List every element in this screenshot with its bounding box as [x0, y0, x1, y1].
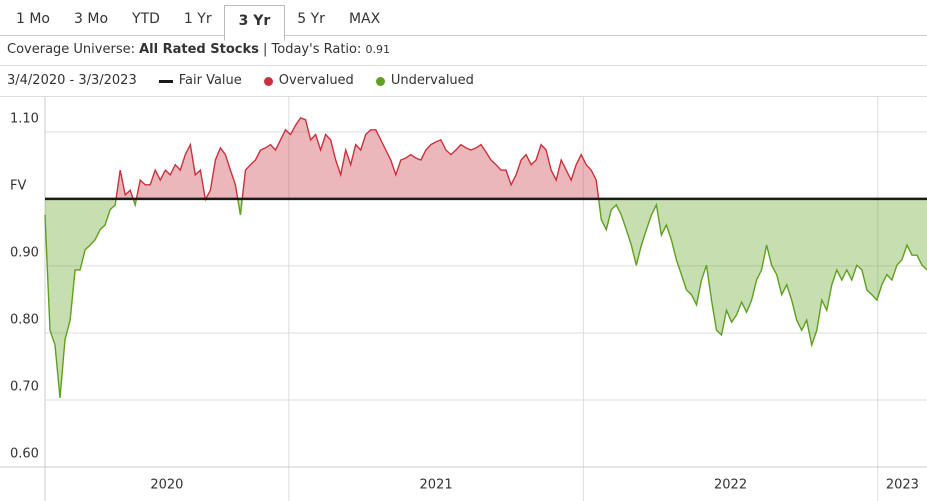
range-tab[interactable]: 1 Mo	[16, 11, 51, 27]
legend-marker	[375, 76, 385, 86]
x-tick-label: 2022	[714, 478, 747, 493]
x-tick-label: 2023	[886, 478, 919, 493]
date-range: 3/4/2020 - 3/3/2023	[7, 73, 137, 88]
universe: All Rated Stocks	[139, 42, 259, 57]
range-tab[interactable]: MAX	[348, 11, 381, 27]
range-tab[interactable]: 3 Yr	[223, 5, 286, 41]
legend-row: 3/4/2020 - 3/3/2023 Fair Value Overvalued…	[0, 66, 927, 97]
y-tick-label: 1.10	[10, 111, 39, 126]
range-tabs: 1 Mo 3 Mo YTD 1 Yr 3 Yr 5 Yr MAX	[0, 0, 927, 41]
info-bar: Coverage Universe: All Rated Stocks | To…	[0, 36, 927, 66]
legend-item: Fair Value	[158, 66, 242, 96]
x-tick-label: 2020	[150, 478, 183, 493]
ratio-value: 0.91	[365, 43, 391, 56]
legend-label: Fair Value	[178, 73, 242, 88]
y-tick-label: 0.60	[10, 447, 39, 462]
legend-label: Overvalued	[278, 73, 354, 88]
ratio-line	[44, 116, 927, 399]
range-tab[interactable]: 1 Yr	[183, 11, 212, 27]
range-tab[interactable]: 5 Yr	[297, 11, 325, 27]
range-tab[interactable]: YTD	[132, 11, 160, 27]
legend-marker	[263, 76, 273, 86]
legend-label: Undervalued	[390, 73, 474, 88]
ratio-area	[45, 117, 927, 399]
ratio-label: Today's Ratio:	[271, 42, 362, 57]
legend-marker	[158, 79, 173, 83]
universe-label: Coverage Universe:	[7, 42, 135, 57]
legend-item: Overvalued	[263, 66, 354, 96]
legend-item: Undervalued	[375, 66, 474, 96]
separator: |	[263, 42, 268, 57]
y-tick-label: 0.70	[10, 379, 39, 394]
y-tick-label: FV	[10, 178, 26, 193]
x-tick-label: 2021	[420, 478, 453, 493]
range-tab[interactable]: 3 Mo	[74, 11, 109, 27]
y-tick-label: 0.80	[10, 312, 39, 327]
y-tick-label: 0.90	[10, 245, 39, 260]
chart: 0.60 0.70 0.80 0.90 FV 1.10 2020 2021 2022 2023	[0, 97, 927, 501]
